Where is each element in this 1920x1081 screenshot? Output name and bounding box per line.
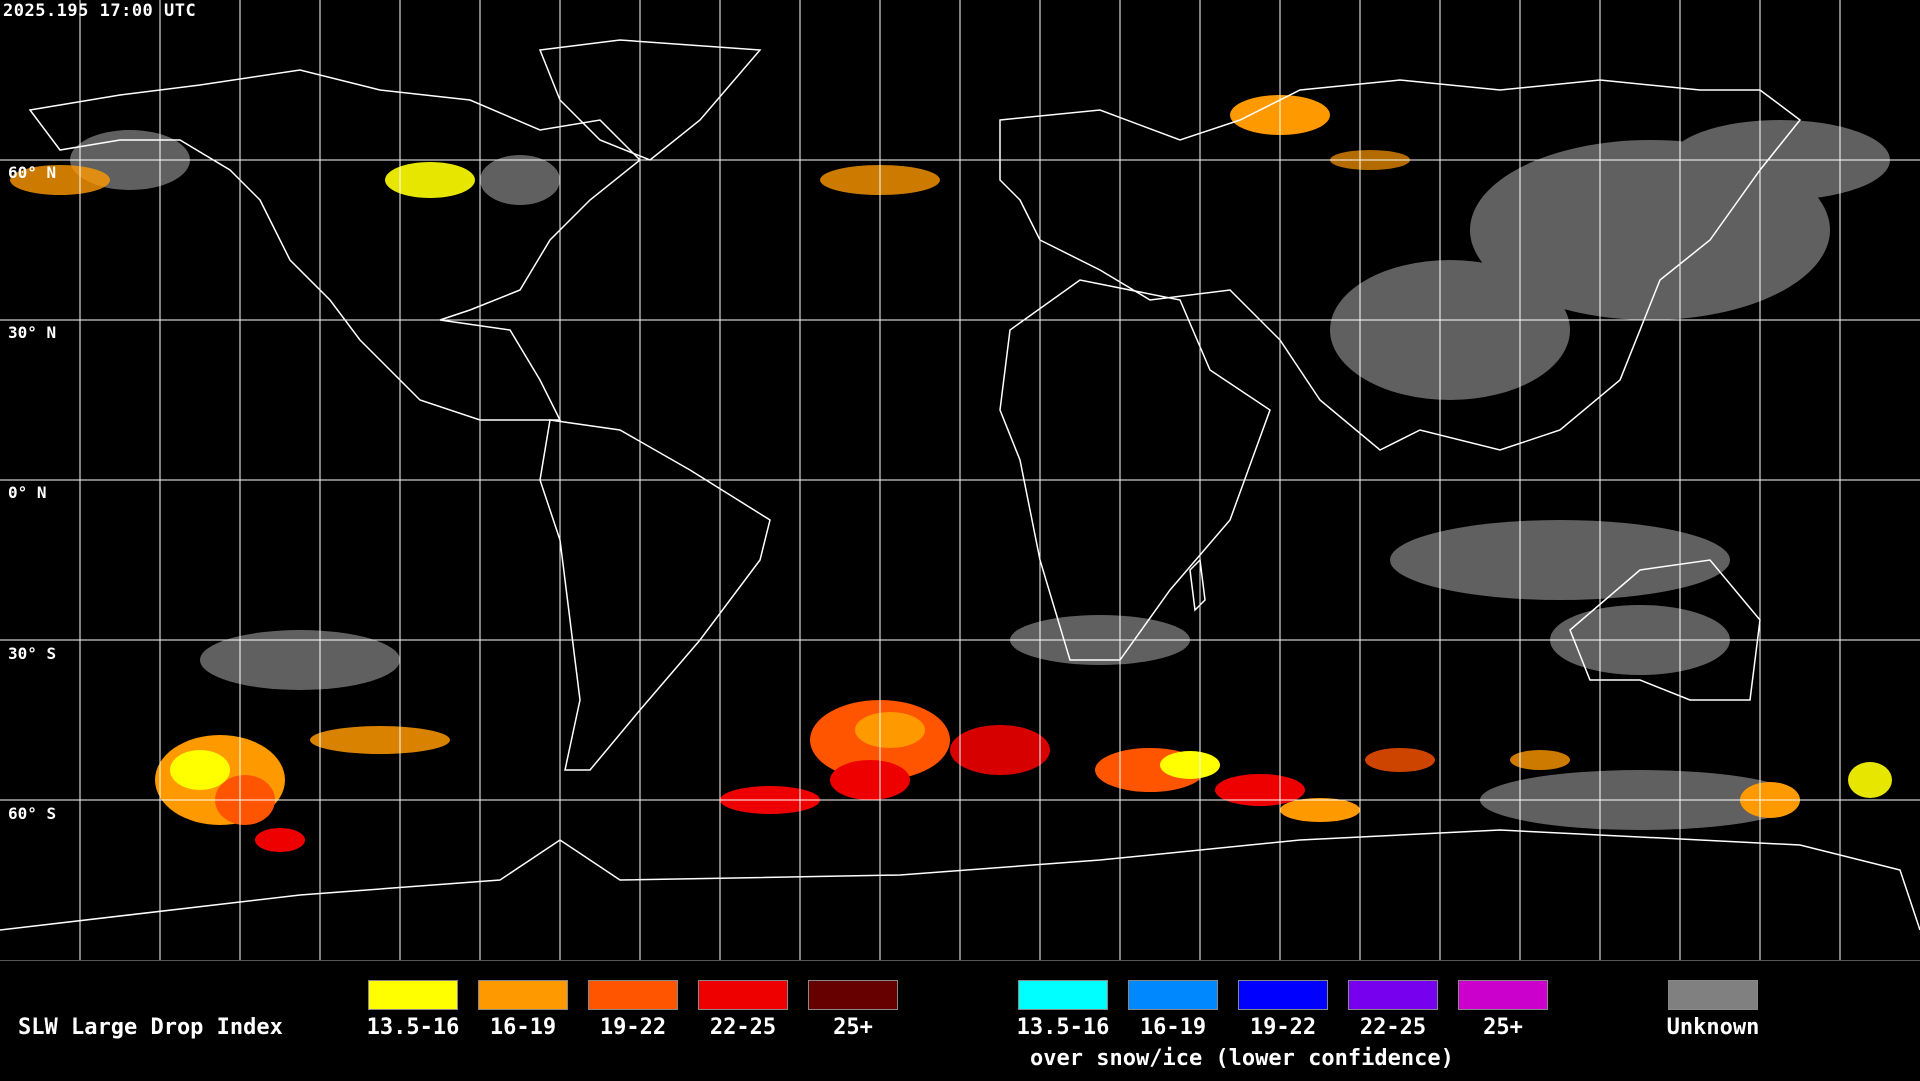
lat-label-30n: 30° N: [8, 323, 57, 342]
legend-title: SLW Large Drop Index: [18, 1015, 283, 1040]
swatch-snow-13-16: [1018, 980, 1108, 1010]
swatch-snow-22-25: [1348, 980, 1438, 1010]
snow-ice-note: over snow/ice (lower confidence): [1030, 1046, 1454, 1071]
label-main-19-22: 19-22: [599, 1015, 667, 1040]
coastlines: [0, 39, 1920, 931]
swatch-main-19-22: [588, 980, 678, 1010]
slw-drop-areas: [10, 95, 1892, 852]
label-snow-22-25: 22-25: [1359, 1015, 1427, 1040]
timestamp-label: 2025.195 17:00 UTC: [3, 1, 197, 21]
map-canvas: [0, 0, 1920, 960]
label-unknown: Unknown: [1666, 1015, 1760, 1040]
label-main-16-19: 16-19: [489, 1015, 557, 1040]
swatch-snow-16-19: [1128, 980, 1218, 1010]
label-main-13-16: 13.5-16: [366, 1015, 460, 1040]
label-main-22-25: 22-25: [709, 1015, 777, 1040]
legend-bar: SLW Large Drop Index 13.5-16 16-19 19-22…: [0, 960, 1920, 1081]
label-snow-13-16: 13.5-16: [1016, 1015, 1110, 1040]
world-map: [0, 0, 1920, 960]
swatch-snow-25plus: [1458, 980, 1548, 1010]
lat-label-60n: 60° N: [8, 163, 57, 182]
lat-label-30s: 30° S: [8, 644, 57, 663]
label-snow-16-19: 16-19: [1139, 1015, 1207, 1040]
label-snow-25plus: 25+: [1483, 1015, 1523, 1040]
swatch-main-25plus: [808, 980, 898, 1010]
lat-label-60s: 60° S: [8, 804, 57, 823]
graticule: [0, 0, 1920, 960]
lat-label-0n: 0° N: [8, 483, 47, 502]
swatch-unknown: [1668, 980, 1758, 1010]
swatch-main-16-19: [478, 980, 568, 1010]
swatch-main-22-25: [698, 980, 788, 1010]
label-main-25plus: 25+: [833, 1015, 873, 1040]
swatch-snow-19-22: [1238, 980, 1328, 1010]
swatch-main-13-16: [368, 980, 458, 1010]
label-snow-19-22: 19-22: [1249, 1015, 1317, 1040]
